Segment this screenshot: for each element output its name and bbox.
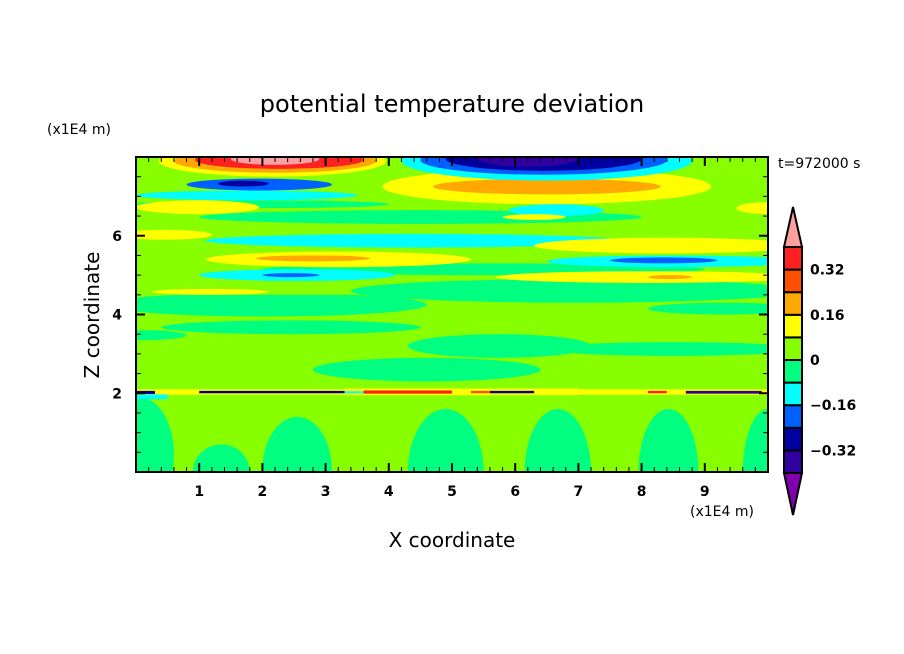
contour-region [433, 178, 661, 195]
contour-region [647, 390, 667, 394]
contour-region [205, 233, 623, 248]
x-tick-label: 4 [384, 484, 394, 500]
x-axis-label: X coordinate [389, 528, 516, 552]
colorbar-label: −0.16 [810, 398, 856, 414]
contour-region [407, 409, 484, 472]
x-unit-label: (x1E4 m) [690, 504, 754, 520]
contour-region [489, 390, 535, 394]
colorbar-swatch [783, 291, 803, 316]
colorbar-swatch [783, 246, 803, 271]
contour-region [534, 237, 768, 254]
colorbar-label: 0.32 [810, 263, 845, 279]
colorbar-extend-max [782, 206, 804, 248]
x-tick-label: 6 [510, 484, 520, 500]
contour-region [508, 204, 604, 217]
axis-ticks: 1 2 3 4 5 6 7 8 9 2 4 6 [112, 156, 769, 500]
contour-region [256, 255, 370, 262]
y-tick-label: 6 [112, 229, 122, 245]
contour-region [136, 229, 212, 240]
contour-region [151, 288, 269, 295]
y-axis-label: Z coordinate [80, 252, 104, 379]
contour-region [218, 180, 269, 187]
colorbar-label: −0.32 [810, 443, 856, 459]
contour-region [136, 292, 427, 317]
contour-region [136, 394, 168, 400]
contour-region [136, 397, 174, 472]
x-tick-label: 2 [258, 484, 268, 500]
contour-region [344, 388, 579, 396]
colorbar-swatch [783, 268, 803, 294]
colorbar-label: 0 [810, 353, 820, 369]
contour-region [262, 416, 332, 472]
x-tick-label: 8 [637, 484, 647, 500]
colorbar-swatch [783, 313, 803, 339]
colorbar-swatch [783, 359, 803, 384]
colorbar-extend-min [782, 472, 804, 516]
contour-region [136, 200, 260, 215]
contour-region [262, 273, 320, 278]
x-tick-label: 9 [700, 484, 710, 500]
contour-region [350, 279, 768, 303]
colorbar: 0.32 0.16 0 −0.16 −0.32 [782, 206, 856, 516]
contour-region [363, 390, 452, 394]
contour-region [546, 342, 768, 356]
x-tick-label: 7 [574, 484, 584, 500]
contour-region [136, 190, 358, 201]
contour-region [736, 202, 768, 215]
contour-region [638, 409, 699, 472]
y-tick-label: 2 [112, 386, 122, 402]
contour-field [136, 157, 768, 472]
y-tick-label: 4 [112, 308, 122, 324]
colorbar-swatch [783, 449, 803, 474]
contour-region [136, 390, 155, 395]
contour-region [470, 390, 490, 394]
contour-region [578, 389, 768, 395]
contour-region [496, 271, 768, 283]
contour-region [407, 334, 592, 358]
contour-region [136, 330, 187, 341]
contour-region [685, 390, 762, 394]
contour-region [344, 391, 364, 394]
contour-region [192, 444, 250, 472]
contour-region [199, 390, 345, 394]
colorbar-swatch [783, 404, 803, 429]
colorbar-swatch [783, 336, 803, 361]
contour-region [502, 214, 566, 220]
contour-region [161, 320, 421, 335]
contour-region [312, 357, 541, 382]
colorbar-swatch [783, 381, 803, 407]
chart-title: potential temperature deviation [260, 90, 644, 118]
contour-region [524, 409, 592, 472]
contour-region [610, 257, 718, 264]
y-unit-label: (x1E4 m) [47, 122, 111, 138]
contour-region [647, 275, 693, 280]
contour-region [742, 409, 768, 472]
contour-region [647, 302, 768, 315]
x-tick-label: 1 [194, 484, 204, 500]
x-tick-label: 3 [321, 484, 331, 500]
colorbar-swatch [783, 426, 803, 452]
x-tick-label: 5 [447, 484, 457, 500]
time-label: t=972000 s [778, 156, 860, 172]
colorbar-label: 0.16 [810, 308, 845, 324]
